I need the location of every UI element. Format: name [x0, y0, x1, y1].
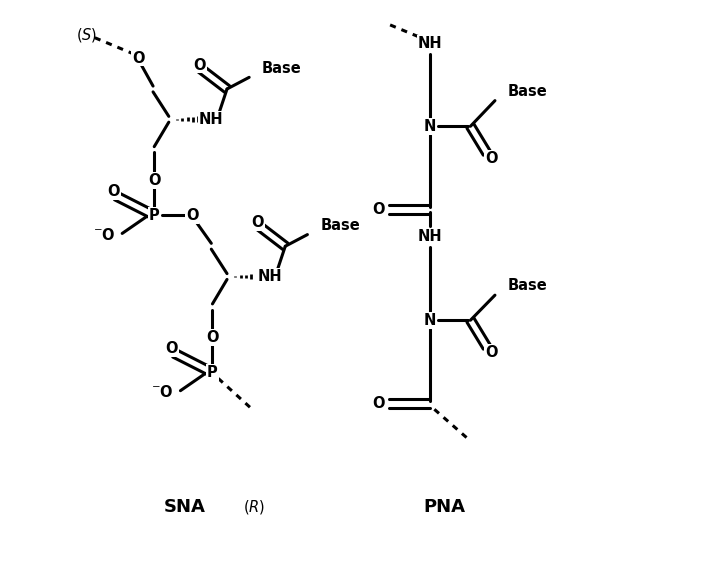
Text: NH: NH — [257, 269, 282, 284]
Text: O: O — [372, 202, 384, 217]
Text: Base: Base — [508, 278, 547, 293]
Text: O: O — [372, 396, 384, 411]
Text: Base: Base — [508, 84, 547, 99]
Text: $^-\!$O: $^-\!$O — [149, 384, 173, 400]
Text: SNA: SNA — [164, 497, 206, 516]
Text: $(S)$: $(S)$ — [76, 26, 97, 44]
Text: P: P — [149, 208, 159, 223]
Text: O: O — [206, 330, 219, 345]
Text: O: O — [193, 58, 206, 72]
Text: NH: NH — [418, 36, 442, 51]
Text: $(R)$: $(R)$ — [244, 497, 266, 516]
Text: $^-\!$O: $^-\!$O — [91, 226, 115, 243]
Text: Base: Base — [320, 218, 360, 233]
Text: O: O — [107, 184, 120, 199]
Text: O: O — [166, 341, 178, 356]
Text: O: O — [485, 345, 498, 360]
Text: N: N — [423, 313, 436, 328]
Text: PNA: PNA — [423, 497, 465, 516]
Text: O: O — [148, 173, 161, 188]
Text: O: O — [185, 208, 198, 223]
Text: N: N — [423, 119, 436, 133]
Text: P: P — [207, 365, 218, 380]
Text: NH: NH — [418, 229, 442, 245]
Text: NH: NH — [199, 112, 224, 127]
Text: O: O — [132, 51, 144, 66]
Text: O: O — [485, 151, 498, 166]
Text: O: O — [251, 215, 264, 230]
Text: Base: Base — [262, 61, 302, 75]
